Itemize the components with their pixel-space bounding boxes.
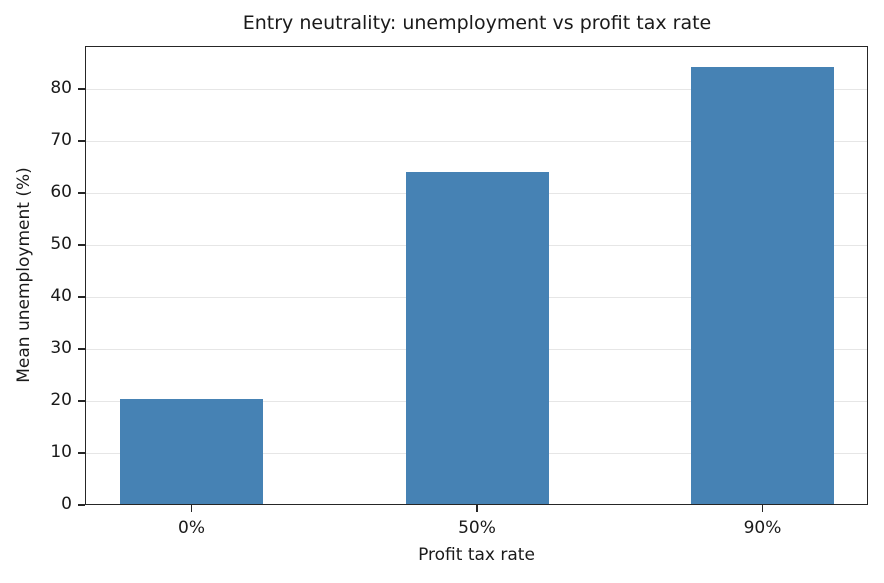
- y-tick-label: 80: [50, 78, 72, 98]
- y-tick-mark: [78, 244, 85, 246]
- y-tick-label: 70: [50, 130, 72, 150]
- plot-area: [85, 46, 868, 505]
- x-tick-mark: [476, 505, 478, 512]
- y-tick-label: 30: [50, 338, 72, 358]
- bar-0pct: [120, 399, 263, 505]
- y-tick-mark: [78, 88, 85, 90]
- chart-title: Entry neutrality: unemployment vs profit…: [242, 12, 712, 34]
- y-tick-mark: [78, 140, 85, 142]
- y-tick-mark: [78, 504, 85, 506]
- bar-50pct: [405, 172, 549, 505]
- x-tick-label: 0%: [178, 518, 205, 538]
- y-tick-label: 60: [50, 182, 72, 202]
- x-tick-label: 50%: [458, 518, 496, 538]
- y-tick-mark: [78, 296, 85, 298]
- y-tick-mark: [78, 192, 85, 194]
- x-tick-label: 90%: [743, 518, 782, 538]
- y-tick-mark: [78, 452, 85, 454]
- x-tick-mark: [190, 505, 193, 512]
- bar-90pct: [691, 67, 834, 505]
- gridline: [86, 88, 867, 90]
- y-tick-mark: [78, 348, 85, 350]
- y-tick-label: 20: [50, 390, 72, 410]
- y-tick-label: 40: [50, 286, 72, 306]
- gridline: [86, 140, 867, 142]
- x-axis-label: Profit tax rate: [418, 545, 535, 565]
- y-tick-mark: [78, 400, 85, 402]
- y-tick-label: 50: [50, 234, 72, 254]
- y-tick-label: 0: [61, 494, 72, 514]
- x-tick-mark: [761, 505, 764, 512]
- y-tick-label: 10: [50, 442, 72, 462]
- y-axis-label: Mean unemployment (%): [14, 167, 34, 383]
